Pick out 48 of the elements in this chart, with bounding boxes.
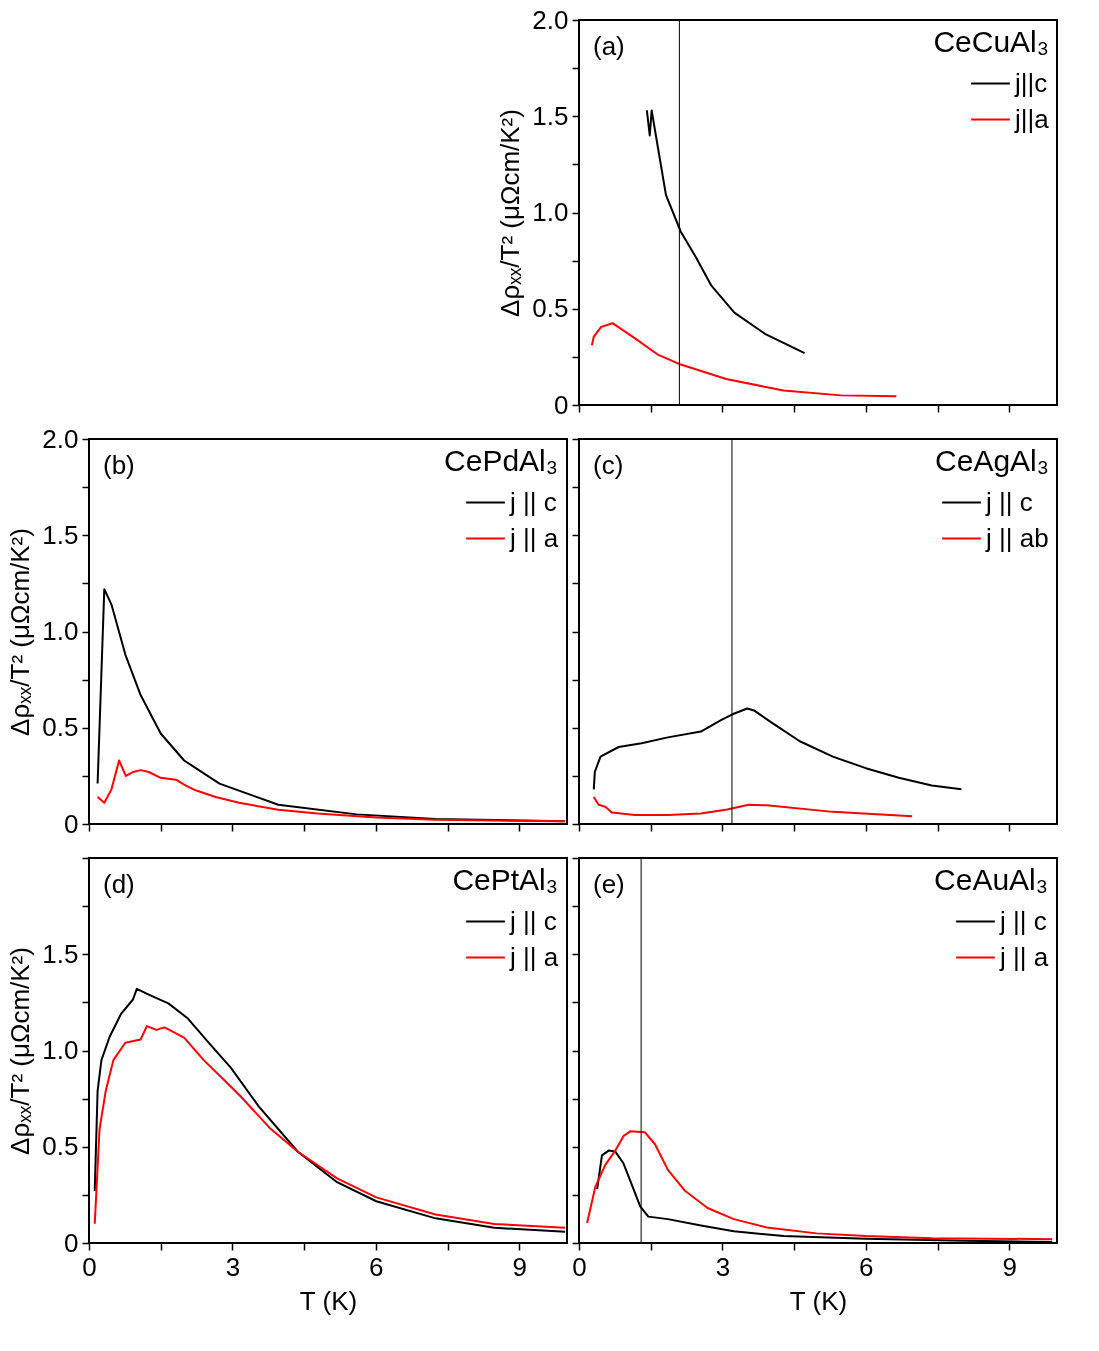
annotation: (a)	[593, 31, 625, 61]
y-tick-label: 1.5	[42, 519, 79, 550]
legend-label: j || c	[999, 905, 1047, 936]
legend-title: CeAgAl₃	[935, 444, 1049, 477]
x-tick-label: 6	[369, 1251, 384, 1282]
annotation: (c)	[593, 450, 624, 480]
y-axis-title: Δρₓₓ/T² (μΩcm/K²)	[5, 528, 36, 736]
y-axis-title: Δρₓₓ/T² (μΩcm/K²)	[495, 109, 526, 317]
y-tick-label: 1.0	[42, 616, 79, 646]
line-series	[96, 759, 567, 823]
y-tick-label: 0	[64, 808, 79, 839]
legend-title: CePdAl₃	[444, 444, 558, 477]
y-tick-label: 0.5	[42, 1131, 79, 1162]
y-tick-label: 0.5	[532, 293, 569, 324]
y-tick-label: 1.5	[42, 938, 79, 969]
legend-label: j || c	[985, 486, 1033, 517]
legend-label: j || a	[509, 941, 559, 972]
y-tick-label: 1.5	[532, 100, 569, 131]
legend-label: j || ab	[985, 522, 1049, 553]
legend-label: j || a	[509, 522, 559, 553]
legend-label: j||c	[1014, 67, 1048, 98]
y-tick-label: 0	[554, 389, 569, 420]
annotation: (d)	[103, 869, 135, 899]
legend-label: j || a	[999, 941, 1049, 972]
x-tick-label: 9	[1002, 1251, 1017, 1282]
line-series	[93, 1025, 567, 1229]
x-tick-label: 6	[859, 1251, 874, 1282]
y-tick-label: 1.0	[42, 1035, 79, 1065]
y-tick-label: 2.0	[532, 4, 569, 35]
legend-label: j||a	[1014, 103, 1050, 134]
legend-title: CePtAl₃	[452, 863, 558, 896]
y-tick-label: 0	[64, 1227, 79, 1258]
legend-title: CeAuAl₃	[934, 863, 1048, 896]
x-tick-label: 3	[715, 1251, 731, 1282]
y-tick-label: 0.5	[42, 712, 79, 743]
y-tick-label: 1.0	[532, 197, 569, 227]
y-axis-title: Δρₓₓ/T² (μΩcm/K²)	[5, 947, 36, 1155]
x-tick-label: 3	[225, 1251, 241, 1282]
legend-label: j || c	[509, 905, 557, 936]
legend-label: j || c	[509, 486, 557, 517]
line-series	[590, 322, 898, 398]
legend-title: CeCuAl₃	[933, 25, 1049, 58]
x-axis-title: T (K)	[789, 1285, 848, 1316]
x-tick-label: 9	[512, 1251, 527, 1282]
y-tick-label: 2.0	[42, 423, 79, 454]
annotation: (b)	[103, 450, 135, 480]
x-axis-title: T (K)	[299, 1285, 358, 1316]
annotation: (e)	[593, 869, 625, 899]
